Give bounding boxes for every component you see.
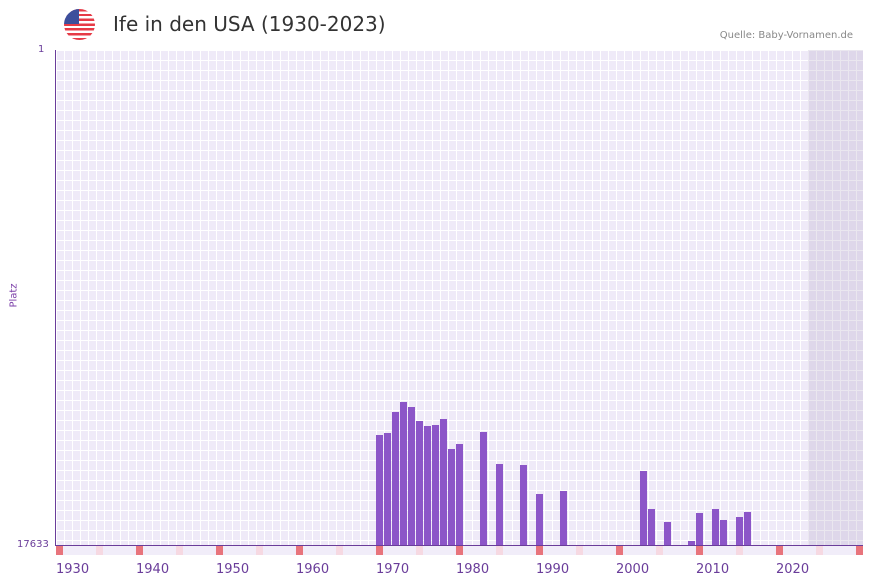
x-tick-label: 1930 xyxy=(56,562,90,577)
bar xyxy=(720,520,727,545)
future-shade xyxy=(808,50,863,545)
bar xyxy=(496,464,503,545)
year-marker xyxy=(776,546,783,555)
year-marker xyxy=(256,546,263,555)
year-marker xyxy=(216,546,223,555)
x-tick-label: 1950 xyxy=(216,562,250,577)
x-tick-label: 1990 xyxy=(536,562,570,577)
bar xyxy=(696,513,703,545)
bar xyxy=(480,431,487,545)
y-axis-top-label: 1 xyxy=(38,44,45,55)
year-marker xyxy=(176,546,183,555)
bar xyxy=(648,508,655,545)
bar xyxy=(744,511,751,545)
x-tick-label: 1980 xyxy=(456,562,490,577)
x-tick-label: 2000 xyxy=(616,562,650,577)
year-marker xyxy=(296,546,303,555)
bar xyxy=(448,448,455,545)
bar xyxy=(376,434,383,545)
year-marker-strip xyxy=(56,546,863,555)
x-axis-line xyxy=(55,545,863,546)
year-marker xyxy=(56,546,63,555)
bar xyxy=(712,508,719,545)
bar xyxy=(536,493,543,545)
year-marker xyxy=(136,546,143,555)
bar xyxy=(688,541,695,545)
bar xyxy=(456,444,463,545)
x-tick-label: 1960 xyxy=(296,562,330,577)
year-marker xyxy=(816,546,823,555)
year-marker xyxy=(856,546,863,555)
grid xyxy=(56,50,863,545)
bar xyxy=(416,420,423,545)
year-marker xyxy=(616,546,623,555)
x-tick-label: 1940 xyxy=(136,562,170,577)
plot-area xyxy=(56,50,863,545)
y-axis-line xyxy=(55,50,56,546)
y-axis-title: Platz xyxy=(8,283,20,308)
year-marker xyxy=(536,546,543,555)
bar xyxy=(400,402,407,545)
year-marker xyxy=(376,546,383,555)
year-marker xyxy=(576,546,583,555)
bar xyxy=(424,426,431,545)
chart-title: Ife in den USA (1930-2023) xyxy=(113,12,386,36)
bar xyxy=(384,433,391,545)
bar xyxy=(392,412,399,545)
year-marker xyxy=(456,546,463,555)
year-marker xyxy=(336,546,343,555)
x-tick-label: 1970 xyxy=(376,562,410,577)
bar xyxy=(440,419,447,545)
x-tick-label: 2020 xyxy=(776,562,810,577)
year-marker xyxy=(96,546,103,555)
bar xyxy=(664,521,671,545)
bar xyxy=(520,465,527,545)
source-label: Quelle: Baby-Vornamen.de xyxy=(719,30,853,41)
year-marker xyxy=(736,546,743,555)
year-marker xyxy=(656,546,663,555)
x-tick-label: 2010 xyxy=(696,562,730,577)
year-marker xyxy=(496,546,503,555)
bar xyxy=(408,406,415,545)
bar xyxy=(736,517,743,545)
year-marker xyxy=(416,546,423,555)
bar xyxy=(640,471,647,545)
year-marker xyxy=(696,546,703,555)
bar xyxy=(432,424,439,545)
y-axis-bottom-label: 17633 xyxy=(17,539,49,550)
bar xyxy=(560,490,567,545)
us-flag-icon xyxy=(64,9,95,40)
